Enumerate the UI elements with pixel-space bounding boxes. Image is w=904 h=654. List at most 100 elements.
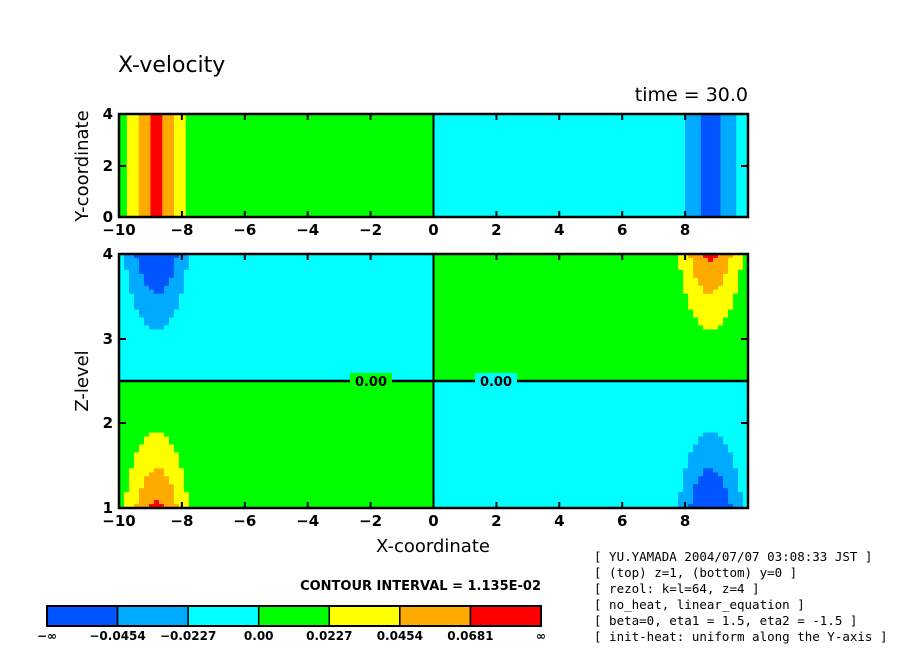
bottom-cell: [253, 333, 260, 338]
bottom-cell: [233, 353, 240, 358]
bottom-cell: [428, 321, 435, 327]
bottom-cell: [253, 452, 260, 458]
bottom-cell: [488, 293, 495, 299]
bottom-cell: [483, 333, 490, 338]
bottom-cell: [318, 309, 325, 315]
bottom-cell: [258, 277, 265, 283]
bottom-cell: [178, 468, 185, 473]
bottom-cell: [133, 341, 140, 346]
bottom-cell: [428, 301, 435, 307]
bottom-cell: [268, 317, 275, 323]
bottom-cell: [298, 369, 305, 374]
bottom-cell: [218, 281, 225, 287]
bottom-cell: [468, 365, 475, 370]
bottom-cell: [198, 273, 205, 279]
bottom-cell: [303, 404, 310, 410]
bottom-cell: [188, 408, 195, 414]
bottom-cell: [293, 325, 300, 331]
bottom-cell: [333, 377, 340, 382]
bottom-cell: [453, 456, 460, 461]
bottom-cell: [188, 373, 195, 378]
bottom-cell: [443, 337, 450, 342]
bottom-cell: [163, 440, 170, 446]
bottom-cell: [353, 289, 360, 295]
bottom-cell: [208, 412, 215, 418]
bottom-cell: [368, 289, 375, 295]
bottom-cell: [253, 373, 260, 378]
bottom-cell: [338, 424, 345, 430]
bottom-cell: [253, 301, 260, 307]
bottom-cell: [203, 496, 210, 501]
bottom-cell: [403, 424, 410, 430]
bottom-cell: [123, 301, 130, 307]
bottom-cell: [263, 456, 270, 461]
bottom-cell: [283, 381, 290, 386]
bottom-cell: [158, 392, 165, 398]
bottom-cell: [473, 472, 480, 477]
bottom-cell: [308, 277, 315, 283]
bottom-cell: [338, 420, 345, 426]
bottom-cell: [393, 325, 400, 331]
bottom-cell: [188, 301, 195, 307]
bottom-cell: [333, 321, 340, 327]
bottom-cell: [353, 452, 360, 458]
bottom-cell: [323, 254, 330, 259]
bottom-cell: [158, 488, 165, 493]
bottom-cell: [478, 313, 485, 319]
bottom-cell: [243, 452, 250, 458]
bottom-cell: [223, 496, 230, 501]
bottom-cell: [448, 373, 455, 378]
bottom-cell: [328, 460, 335, 465]
bottom-cell: [123, 257, 130, 263]
x-tick-label: −8: [170, 221, 193, 239]
bottom-cell: [168, 504, 175, 509]
bottom-cell: [373, 480, 380, 485]
bottom-cell: [119, 349, 125, 354]
bottom-cell: [283, 424, 290, 430]
bottom-cell: [283, 448, 290, 454]
bottom-cell: [193, 448, 200, 454]
bottom-cell: [238, 277, 245, 283]
bottom-cell: [238, 369, 245, 374]
bottom-cell: [303, 496, 310, 501]
bottom-cell: [278, 488, 285, 493]
bottom-cell: [123, 428, 130, 434]
bottom-cell: [458, 476, 465, 481]
bottom-cell: [168, 412, 175, 418]
bottom-cell: [119, 460, 125, 465]
top-cell: [736, 114, 741, 217]
bottom-cell: [303, 369, 310, 374]
bottom-cell: [253, 265, 260, 271]
bottom-cell: [373, 400, 380, 406]
bottom-cell: [213, 257, 220, 263]
bottom-cell: [318, 404, 325, 410]
bottom-cell: [363, 341, 370, 346]
bottom-cell: [283, 464, 290, 469]
bottom-cell: [208, 476, 215, 481]
bottom-cell: [323, 472, 330, 477]
bottom-cell: [198, 361, 205, 366]
bottom-cell: [428, 484, 435, 489]
bottom-cell: [348, 388, 355, 394]
bottom-cell: [123, 496, 130, 501]
bottom-cell: [403, 396, 410, 402]
bottom-cell: [183, 373, 190, 378]
bottom-cell: [348, 496, 355, 501]
bottom-cell: [423, 448, 430, 454]
bottom-cell: [488, 392, 495, 398]
bottom-cell: [388, 301, 395, 307]
bottom-cell: [238, 381, 245, 386]
bottom-cell: [123, 309, 130, 315]
bottom-cell: [363, 353, 370, 358]
bottom-cell: [148, 472, 155, 477]
top-cell: [551, 114, 556, 217]
top-cell: [154, 114, 159, 217]
bottom-cell: [473, 289, 480, 295]
bottom-cell: [173, 321, 180, 327]
bottom-cell: [403, 313, 410, 319]
bottom-cell: [353, 257, 360, 263]
bottom-cell: [448, 285, 455, 291]
bottom-cell: [293, 353, 300, 358]
bottom-cell: [373, 309, 380, 315]
bottom-cell: [223, 325, 230, 331]
